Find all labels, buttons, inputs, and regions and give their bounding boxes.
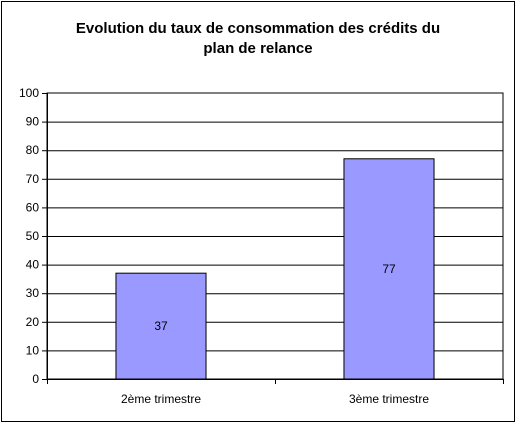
y-tick-label-10: 10 [26, 343, 40, 357]
x-category-label-2: 3ème trimestre [349, 392, 429, 406]
plot-area: 0 10 20 30 40 50 60 70 80 90 100 37 2ème trimestre 77… [19, 86, 504, 406]
y-tick-label-40: 40 [26, 258, 40, 272]
bar-1 [115, 272, 207, 380]
y-tick-label-90: 90 [26, 115, 40, 129]
y-tick-label-100: 100 [19, 86, 39, 100]
y-tick-label-0: 0 [32, 372, 39, 386]
bar-data-label-2: 77 [382, 262, 396, 276]
y-tick-label-50: 50 [26, 229, 40, 243]
y-tick-label-60: 60 [26, 200, 40, 214]
chart-title-line-2: plan de relance [203, 40, 312, 57]
y-tick-label-80: 80 [26, 143, 40, 157]
bar-2 [343, 158, 435, 380]
y-tick-label-20: 20 [26, 315, 40, 329]
bar-data-label-1: 37 [154, 319, 168, 333]
x-category-label-1: 2ème trimestre [121, 392, 201, 406]
y-tick-label-30: 30 [26, 286, 40, 300]
y-tick-label-70: 70 [26, 172, 40, 186]
chart-title-line-1: Evolution du taux de consommation des cr… [76, 20, 440, 37]
